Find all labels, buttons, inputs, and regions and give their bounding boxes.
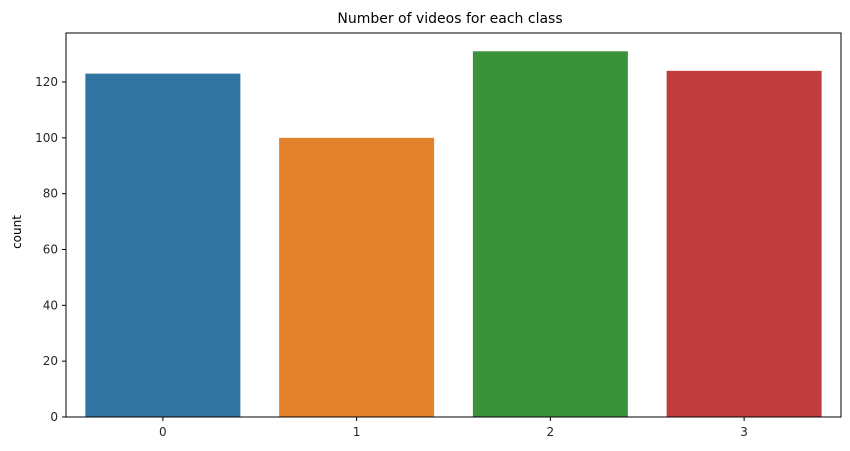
- y-tick-label: 40: [43, 298, 58, 312]
- bar-2: [472, 51, 628, 418]
- bar-0: [85, 73, 241, 417]
- bar-1: [279, 137, 435, 417]
- y-tick-label: 0: [50, 410, 58, 424]
- bar-3: [666, 70, 822, 417]
- chart-title: Number of videos for each class: [337, 11, 562, 27]
- y-tick-label: 100: [35, 131, 58, 145]
- y-axis: 0 20 40 60 80 100 120: [35, 75, 66, 424]
- x-tick-label: 0: [159, 425, 167, 439]
- y-tick-label: 120: [35, 75, 58, 89]
- y-tick-label: 60: [43, 242, 58, 256]
- x-tick-label: 1: [353, 425, 361, 439]
- bars-group: [85, 51, 822, 418]
- y-tick-label: 80: [43, 187, 58, 201]
- x-tick-label: 2: [547, 425, 555, 439]
- x-axis: 0 1 2 3: [159, 417, 748, 439]
- x-tick-label: 3: [740, 425, 748, 439]
- y-tick-label: 20: [43, 354, 58, 368]
- y-axis-label: count: [10, 215, 24, 249]
- plot-frame: [65, 32, 842, 418]
